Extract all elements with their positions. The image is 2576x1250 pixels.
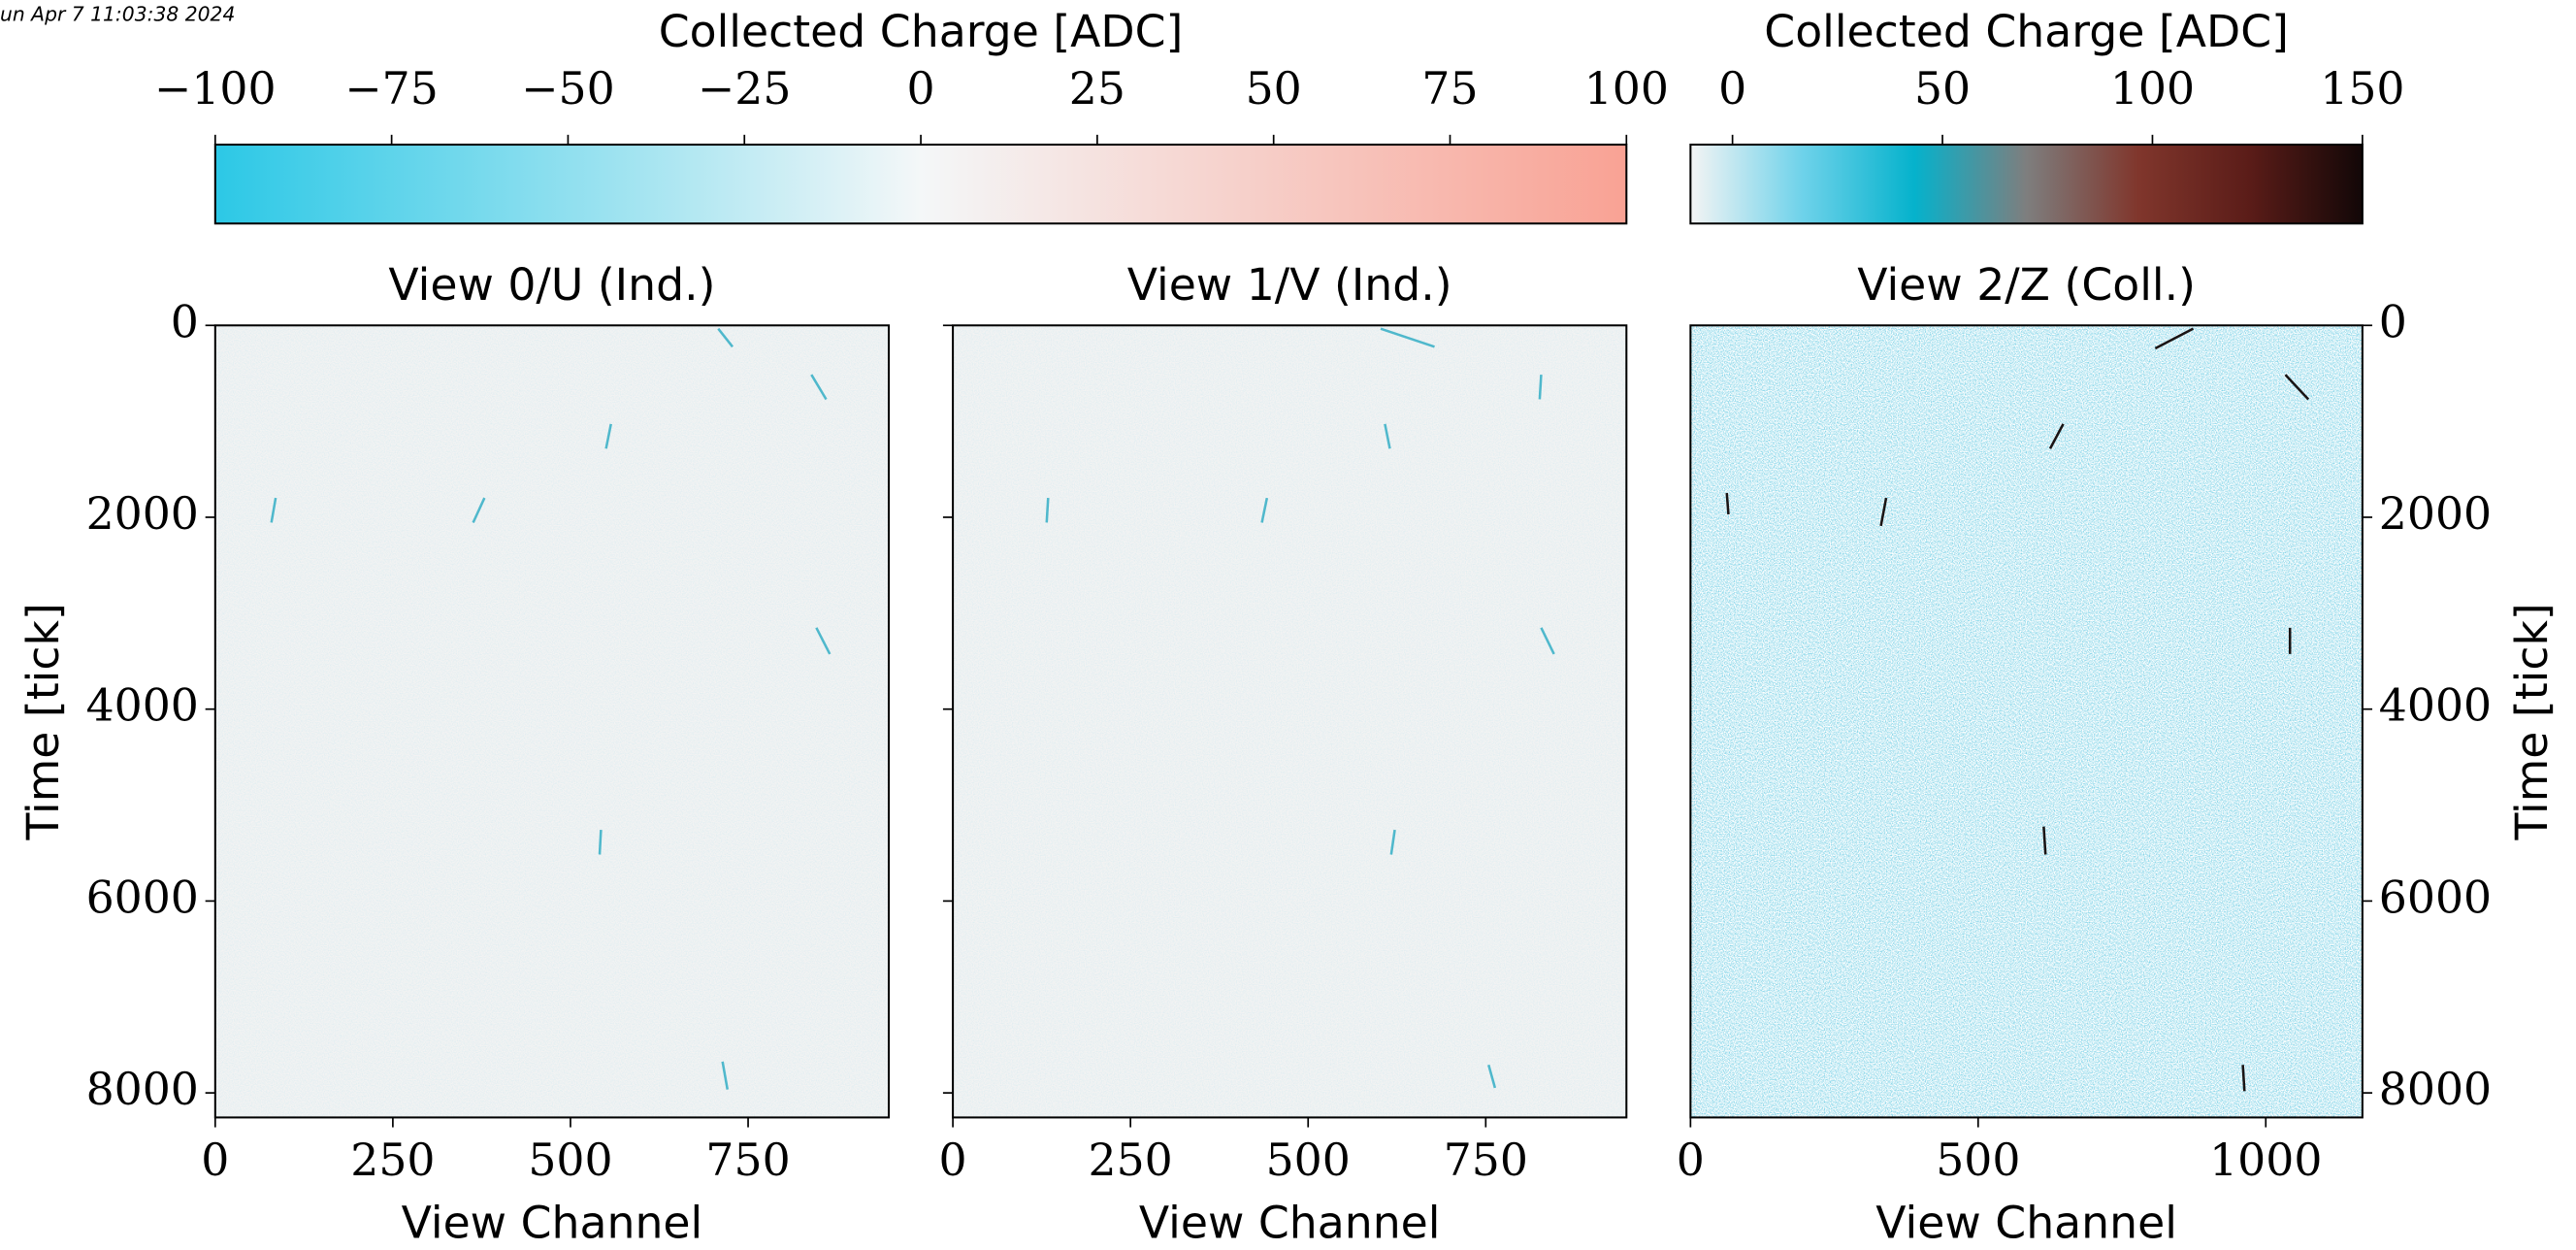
tick-label: 25: [1069, 63, 1125, 115]
x-tick-label: 750: [705, 1135, 790, 1186]
x-tick-label: 250: [1089, 1135, 1173, 1186]
colorbar-title: Collected Charge [ADC]: [1764, 6, 2289, 57]
x-tick-label: 500: [528, 1135, 612, 1186]
plot-frame: [213, 324, 891, 1119]
panel-title: View 0/U (Ind.): [388, 259, 715, 311]
x-tick-label: 1000: [2209, 1135, 2322, 1186]
x-tick-label: 0: [939, 1135, 967, 1186]
y-tick-label: 0: [2379, 296, 2407, 347]
track: [1725, 327, 2310, 1092]
x-tick-label: 0: [201, 1135, 229, 1186]
colorbar: [213, 144, 1628, 225]
plot-frame: [1689, 324, 2364, 1119]
y-tick-label: 4000: [2379, 680, 2492, 732]
track: [270, 327, 831, 1090]
x-tick-label: 250: [350, 1135, 435, 1186]
x-axis-label: View Channel: [1139, 1198, 1441, 1249]
tick-label: −50: [521, 63, 614, 115]
heatmap-noise: [1690, 325, 2363, 1118]
colorbar: [1689, 144, 2364, 225]
y-axis-label: Time [tick]: [2506, 603, 2558, 840]
plot-frame: [952, 324, 1628, 1119]
y-tick-label: 6000: [86, 872, 199, 923]
heatmap-noise: [953, 325, 1627, 1118]
y-tick-label: 6000: [2379, 872, 2492, 923]
tick-label: 100: [2110, 63, 2195, 115]
tick-label: 100: [1584, 63, 1669, 115]
tick-label: 0: [907, 63, 935, 115]
y-tick-label: 2000: [2379, 488, 2492, 540]
y-tick-label: 4000: [86, 680, 199, 732]
y-axis-label: Time [tick]: [17, 603, 69, 840]
x-tick-label: 500: [1266, 1135, 1351, 1186]
y-tick-label: 0: [171, 296, 199, 347]
tick-label: 50: [1246, 63, 1302, 115]
tick-label: −25: [698, 63, 791, 115]
y-tick-label: 8000: [86, 1064, 199, 1115]
y-tick-label: 2000: [86, 488, 199, 540]
x-tick-label: 500: [1936, 1135, 2020, 1186]
x-axis-label: View Channel: [402, 1198, 703, 1249]
track: [1045, 327, 1555, 1089]
tick-label: 150: [2320, 63, 2404, 115]
y-tick-label: 8000: [2379, 1064, 2492, 1115]
tick-label: 50: [1914, 63, 1971, 115]
tick-label: −100: [154, 63, 277, 115]
tick-label: 0: [1718, 63, 1746, 115]
tick-label: −75: [344, 63, 438, 115]
panel-title: View 2/Z (Coll.): [1857, 259, 2196, 311]
panel-title: View 1/V (Ind.): [1127, 259, 1452, 311]
x-axis-label: View Channel: [1875, 1198, 2177, 1249]
heatmap-noise: [214, 325, 890, 1118]
x-tick-label: 750: [1444, 1135, 1528, 1186]
tick-label: 75: [1421, 63, 1478, 115]
timestamp: un Apr 7 11:03:38 2024: [0, 2, 235, 25]
colorbar-title: Collected Charge [ADC]: [659, 6, 1184, 57]
x-tick-label: 0: [1677, 1135, 1705, 1186]
